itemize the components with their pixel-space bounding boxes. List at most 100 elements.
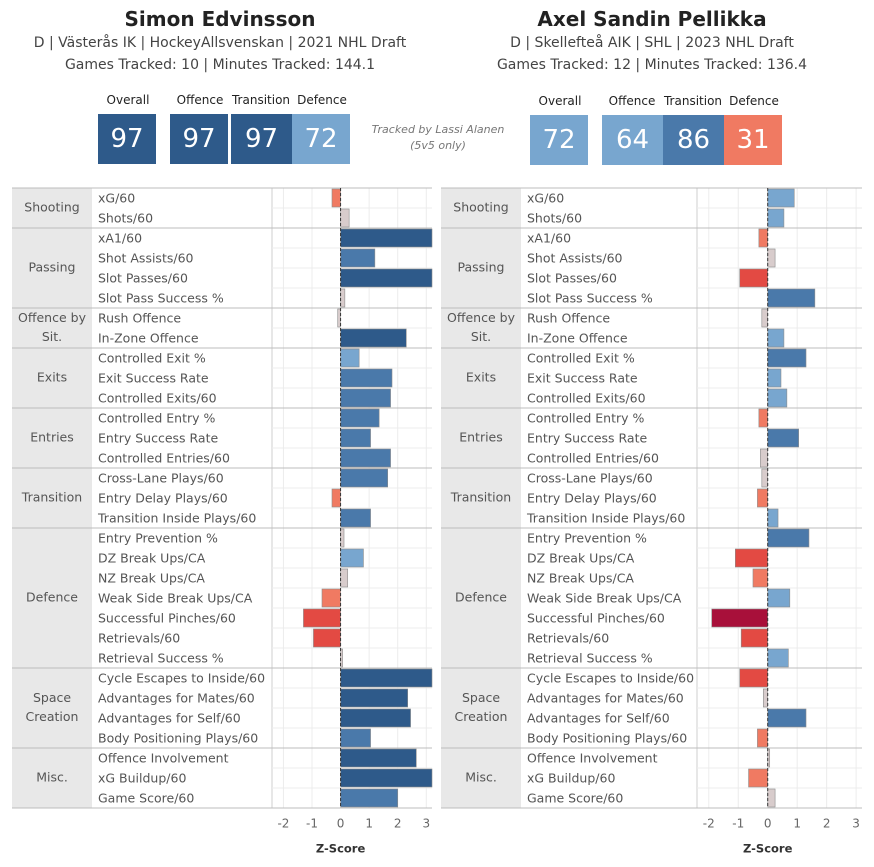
axis-label: Z-Score: [743, 842, 793, 856]
group-label: Sit.: [471, 329, 491, 344]
metric-label: Cycle Escapes to Inside/60: [527, 671, 694, 686]
player-name: Axel Sandin Pellikka: [537, 7, 767, 31]
bar: [767, 248, 776, 268]
bar: [331, 488, 341, 508]
group-label: Misc.: [465, 770, 497, 785]
bar: [303, 608, 341, 628]
metric-label: Game Score/60: [98, 791, 194, 806]
bar: [340, 428, 371, 448]
metric-label: Rush Offence: [98, 311, 181, 326]
bar: [739, 668, 769, 688]
tick-label: 1: [793, 817, 801, 831]
bar: [340, 328, 407, 348]
metric-label: Slot Passes/60: [98, 271, 188, 286]
group-label: Space: [462, 690, 500, 705]
bar: [767, 708, 807, 728]
bar: [767, 648, 789, 668]
metric-label: Exit Success Rate: [98, 371, 209, 386]
group-label: Defence: [455, 590, 507, 605]
tick-label: 2: [823, 817, 831, 831]
tracking-note: Tracked by Lassi Alanen (5v5 only): [363, 122, 513, 154]
bar: [767, 368, 782, 388]
group-label: Creation: [455, 709, 508, 724]
metric-label: Controlled Entries/60: [527, 451, 659, 466]
metric-label: Advantages for Self/60: [98, 711, 241, 726]
rating-label: Overall: [106, 93, 150, 107]
rating-value-transition: 86: [663, 115, 724, 165]
bar: [739, 268, 769, 288]
metric-label: Entry Delay Plays/60: [527, 491, 657, 506]
bar: [340, 728, 371, 748]
bar: [340, 688, 409, 708]
metric-label: Transition Inside Plays/60: [526, 511, 685, 526]
rating-value-transition: 97: [231, 114, 292, 164]
group-label: Transition: [21, 490, 82, 505]
group-label: Shooting: [24, 200, 79, 215]
metric-label: Controlled Exit %: [98, 351, 206, 366]
metric-label: Entry Prevention %: [527, 531, 647, 546]
metric-label: Slot Pass Success %: [98, 291, 224, 306]
metric-label: Retrieval Success %: [98, 651, 224, 666]
rating-label: Transition: [231, 93, 291, 107]
metric-label: Successful Pinches/60: [527, 611, 665, 626]
tick-label: -2: [277, 817, 289, 831]
metric-label: Game Score/60: [527, 791, 623, 806]
metric-label: Slot Passes/60: [527, 271, 617, 286]
bar: [767, 208, 785, 228]
player-header-right: Axel Sandin Pellikka D | Skellefteå AIK …: [430, 6, 874, 76]
group-label: Passing: [458, 260, 505, 275]
metric-label: DZ Break Ups/CA: [527, 551, 635, 566]
tick-label: 0: [337, 817, 345, 831]
metric-label: Successful Pinches/60: [98, 611, 236, 626]
metric-label: Advantages for Self/60: [527, 711, 670, 726]
bar: [748, 768, 769, 788]
group-column: [12, 188, 92, 808]
group-label: Offence by: [447, 310, 516, 325]
metric-label: Controlled Entry %: [98, 411, 215, 426]
bar: [340, 408, 380, 428]
metric-label: Weak Side Break Ups/CA: [527, 591, 682, 606]
group-label: Offence by: [18, 310, 87, 325]
player-info: D | Västerås IK | HockeyAllsvenskan | 20…: [33, 35, 407, 51]
group-label: Entries: [459, 430, 503, 445]
tick-label: -1: [306, 817, 318, 831]
metric-label: xG/60: [98, 191, 135, 206]
metric-label: Advantages for Mates/60: [527, 691, 684, 706]
bar: [340, 708, 411, 728]
metric-label: Shot Assists/60: [98, 251, 194, 266]
bar: [758, 228, 769, 248]
group-label: Shooting: [453, 200, 508, 215]
bar: [340, 748, 417, 768]
bar: [767, 348, 807, 368]
bar: [757, 728, 769, 748]
bar: [340, 228, 433, 248]
metric-label: Cycle Escapes to Inside/60: [98, 671, 265, 686]
tick-label: 2: [394, 817, 402, 831]
rating-label: Defence: [729, 94, 779, 108]
bar: [340, 288, 346, 308]
metric-label: In-Zone Offence: [527, 331, 628, 346]
bar: [758, 408, 769, 428]
tick-label: 1: [365, 817, 373, 831]
metric-label: Controlled Exits/60: [98, 391, 217, 406]
bar: [767, 288, 816, 308]
bar: [767, 328, 785, 348]
bar: [767, 508, 779, 528]
metric-label: Offence Involvement: [98, 751, 229, 766]
bar: [740, 628, 769, 648]
group-column: [441, 188, 521, 808]
bar: [313, 628, 341, 648]
group-label: Transition: [450, 490, 511, 505]
bar: [331, 188, 341, 208]
bar: [340, 248, 376, 268]
axis-label: Z-Score: [316, 842, 366, 856]
rating-value-overall: 72: [530, 115, 588, 165]
metric-label: xG Buildup/60: [527, 771, 615, 786]
bar: [340, 788, 399, 808]
metric-label: Rush Offence: [527, 311, 610, 326]
bar: [340, 568, 349, 588]
metric-label: Cross-Lane Plays/60: [527, 471, 653, 486]
rating-label: Defence: [297, 93, 347, 107]
group-label: Exits: [466, 370, 496, 385]
